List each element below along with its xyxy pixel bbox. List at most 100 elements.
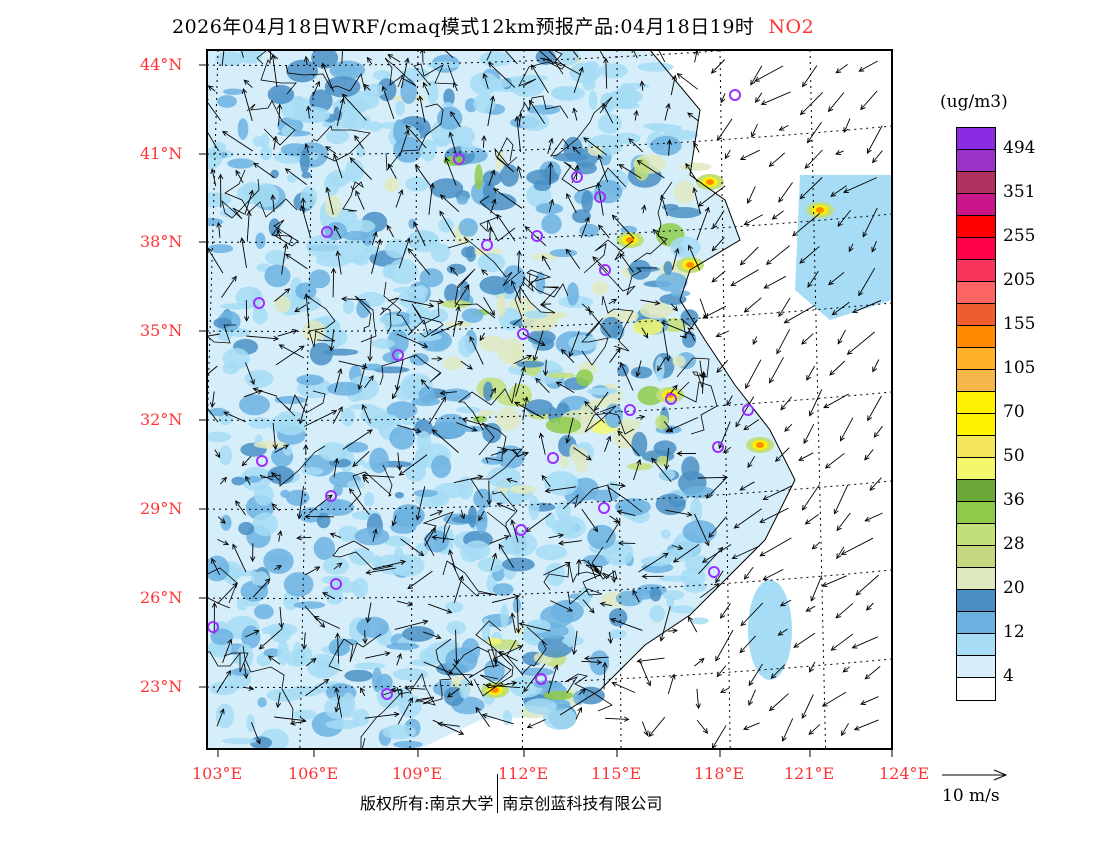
wind-arrow-head: [811, 544, 818, 550]
wind-arrow-shaft: [394, 620, 428, 630]
wind-arrow-head: [567, 606, 573, 612]
wind-arrow-head: [348, 488, 355, 494]
concentration-blob: [291, 294, 322, 312]
wind-arrow-head: [743, 307, 750, 313]
wind-arrow-head: [769, 377, 775, 384]
wind-arrow-shaft: [335, 695, 341, 712]
figure-title: 2026年04月18日WRF/cmaq模式12km预报产品:04月18日19时 N…: [172, 12, 814, 39]
wind-arrow: [431, 321, 464, 337]
wind-arrow-shaft: [307, 106, 310, 119]
wind-arrow-shaft: [232, 544, 247, 573]
latitude-line: [207, 480, 892, 510]
wind-arrow: [858, 60, 879, 72]
concentration-blob: [461, 246, 475, 258]
wind-arrow-head: [267, 655, 274, 661]
wind-arrow-head: [739, 155, 746, 160]
wind-arrow-head: [751, 131, 756, 138]
wind-arrow-head: [455, 305, 461, 312]
wind-arrow: [864, 512, 883, 522]
wind-arrow-shaft: [475, 707, 491, 728]
wind-arrow-shaft: [489, 227, 491, 243]
colorbar-swatch: [957, 392, 995, 414]
wind-arrow: [750, 65, 763, 86]
wind-arrow: [475, 706, 491, 728]
concentration-blob: [587, 145, 603, 156]
wind-reference: 10 m/s: [942, 766, 1012, 806]
wind-arrow-head: [623, 716, 630, 722]
wind-arrow-shaft: [769, 152, 786, 167]
city-marker-icon: [517, 328, 529, 340]
province-border: [285, 64, 366, 92]
wind-arrow: [207, 85, 216, 92]
wind-arrow-shaft: [763, 568, 784, 581]
wind-arrow-head: [231, 275, 237, 282]
wind-arrow: [216, 708, 225, 727]
wind-arrow: [301, 632, 307, 650]
wind-arrow: [348, 488, 370, 516]
wind-arrow-head: [631, 50, 637, 53]
wind-arrow-shaft: [667, 674, 675, 695]
wind-arrow-head: [404, 57, 410, 64]
wind-arrow-shaft: [823, 393, 850, 409]
wind-arrow-head: [617, 540, 624, 546]
concentration-blob: [588, 90, 598, 111]
concentration-blob: [482, 182, 495, 200]
concentration-blob: [207, 244, 234, 254]
province-border: [454, 268, 496, 319]
wind-arrow: [763, 275, 787, 289]
wind-arrow-head: [584, 655, 590, 662]
wind-arrow-head: [672, 557, 679, 563]
coastline: [559, 50, 796, 716]
city-marker-icon: [453, 153, 465, 165]
wind-arrow: [394, 359, 404, 391]
concentration-blob: [533, 180, 552, 191]
wind-arrow: [777, 628, 788, 636]
concentration-blob: [345, 159, 365, 183]
city-marker-icon: [330, 578, 342, 590]
wind-arrow: [334, 225, 342, 239]
wind-arrow: [542, 255, 551, 271]
wind-arrow-head: [616, 509, 623, 515]
wind-arrow: [584, 655, 609, 662]
wind-arrow-head: [490, 387, 497, 394]
wind-arrow-head: [595, 181, 602, 188]
wind-arrow-shaft: [825, 452, 845, 469]
wind-arrow: [239, 237, 247, 268]
concentration-blob: [613, 132, 641, 145]
wind-arrow: [207, 130, 219, 152]
wind-arrow-shaft: [852, 299, 882, 313]
wind-arrow-head: [515, 628, 522, 634]
wind-arrow: [633, 109, 639, 121]
wind-arrow: [548, 198, 555, 213]
longitude-label: 106°E: [288, 764, 339, 783]
wind-arrow-shaft: [747, 186, 756, 204]
wind-arrow: [583, 137, 608, 156]
wind-arrow: [853, 719, 879, 731]
wind-arrow: [619, 361, 634, 391]
wind-arrow: [610, 482, 626, 489]
wind-arrow-shaft: [454, 284, 470, 308]
wind-arrow-shaft: [602, 103, 614, 124]
wind-arrow-head: [437, 510, 443, 516]
wind-arrow: [243, 663, 249, 680]
concentration-blob: [482, 618, 491, 643]
wind-arrow-shaft: [362, 404, 371, 424]
wind-arrow-head: [746, 198, 752, 205]
wind-arrow-head: [862, 231, 868, 238]
province-border: [312, 125, 371, 162]
wind-arrow-head: [846, 349, 853, 355]
wind-arrow-head: [499, 44, 504, 49]
wind-arrow-head: [871, 157, 878, 164]
wind-arrow-head: [650, 34, 654, 39]
wind-arrow-head: [323, 678, 330, 685]
wind-arrow: [450, 266, 459, 277]
wind-arrow-head: [611, 681, 618, 687]
concentration-blob: [525, 399, 553, 416]
wind-arrow: [864, 449, 874, 461]
wind-arrow-head: [532, 355, 538, 362]
wind-arrow-shaft: [664, 103, 670, 121]
wind-arrow: [221, 130, 253, 152]
wind-arrow: [357, 362, 367, 391]
wind-arrow: [221, 50, 225, 67]
wind-arrow: [842, 177, 877, 194]
